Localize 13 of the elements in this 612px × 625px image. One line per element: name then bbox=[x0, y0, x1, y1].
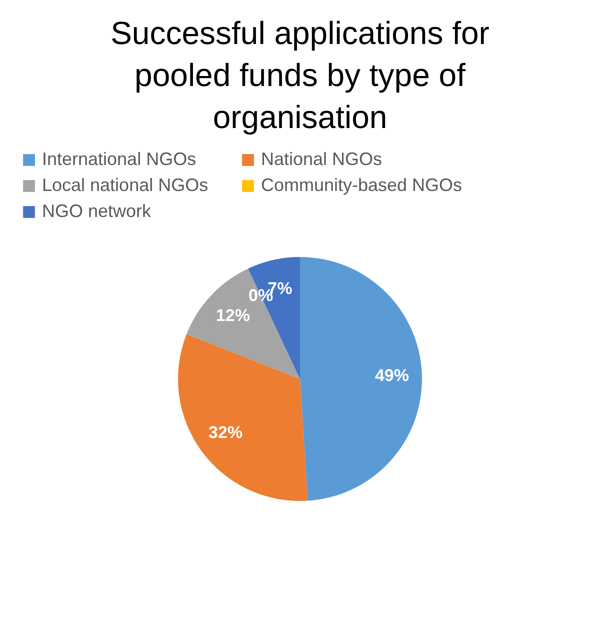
data-label: 49% bbox=[374, 366, 409, 386]
data-label: 12% bbox=[216, 306, 250, 326]
pie-slice bbox=[300, 257, 422, 501]
legend-label: NGO network bbox=[42, 201, 152, 221]
legend-label: Local national NGOs bbox=[42, 175, 208, 195]
data-label: 32% bbox=[208, 423, 243, 442]
pie-slice bbox=[178, 334, 308, 501]
pie-slice bbox=[248, 257, 300, 379]
pie-slice bbox=[186, 268, 300, 379]
legend-label: Community-based NGOs bbox=[261, 175, 462, 195]
chart-title: Successful applications for pooled funds by type of organisation bbox=[110, 15, 490, 135]
legend-label: National NGOs bbox=[261, 149, 382, 169]
legend-label: International NGOs bbox=[42, 149, 196, 169]
